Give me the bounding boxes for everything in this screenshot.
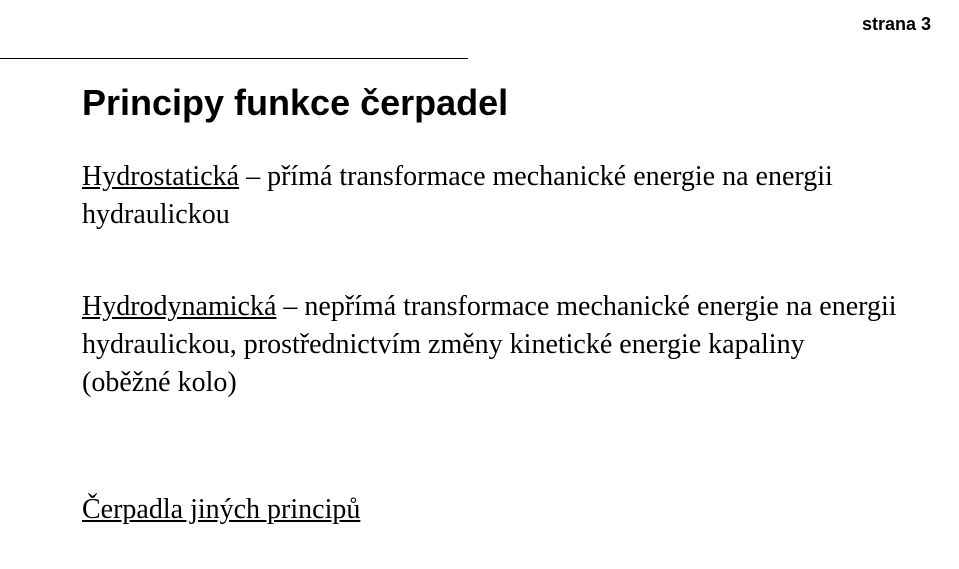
header-divider: [0, 58, 468, 59]
page-number: strana 3: [862, 14, 931, 35]
heading-hydrostatic: Hydrostatická: [82, 161, 239, 192]
paragraph-hydrostatic: Hydrostatická – přímá transformace mecha…: [82, 158, 899, 234]
heading-hydrodynamic: Hydrodynamická: [82, 291, 276, 322]
paragraph-hydrodynamic: Hydrodynamická – nepřímá transformace me…: [82, 288, 899, 401]
heading-other-principles: Čerpadla jiných principů: [82, 494, 360, 525]
paragraph-other-principles: Čerpadla jiných principů: [82, 494, 360, 526]
page-title: Principy funkce čerpadel: [82, 82, 508, 124]
